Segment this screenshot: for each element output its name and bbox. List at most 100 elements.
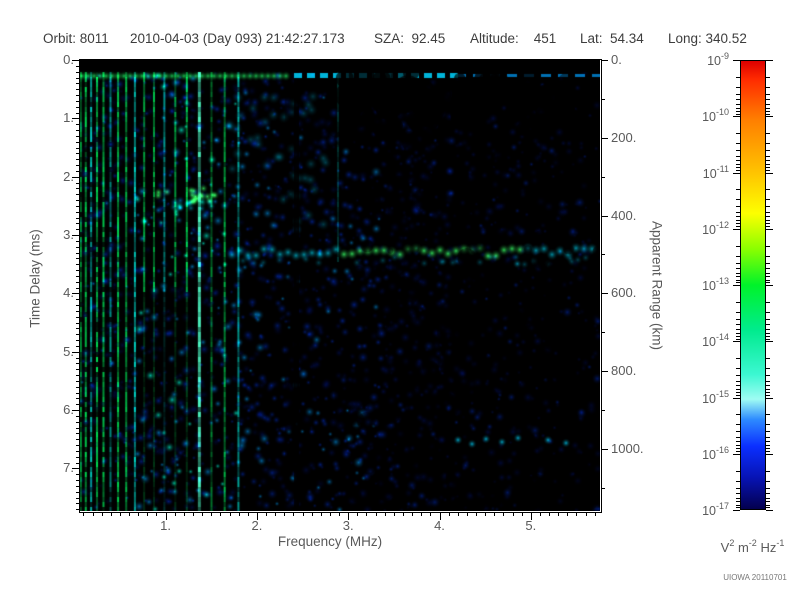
colorbar-tick: [766, 169, 770, 171]
colorbar-tick: [766, 268, 770, 270]
axis-tick: [558, 512, 560, 516]
axis-tick: [601, 176, 605, 178]
axis-tick: [76, 462, 80, 464]
colorbar-tick: [766, 116, 773, 118]
colorbar-tick: [766, 332, 770, 334]
axis-tick: [76, 363, 80, 365]
colorbar-tick: [736, 358, 740, 360]
colorbar-label-10e-15: 10-15: [702, 388, 729, 406]
colorbar-tick: [736, 431, 740, 433]
axis-tick: [76, 83, 80, 85]
colorbar-tick: [736, 394, 740, 396]
axis-tick: [76, 159, 80, 161]
colorbar-tick: [733, 228, 740, 230]
axis-tick: [76, 287, 80, 289]
colorbar-tick: [766, 133, 770, 135]
axis-tick: [156, 512, 158, 516]
colorbar-tick: [766, 335, 770, 337]
tick-label-freq-3: 3.: [342, 518, 354, 533]
axis-tick: [238, 512, 240, 516]
colorbar-tick: [736, 480, 740, 482]
colorbar-tick: [766, 501, 770, 503]
axis-tick: [76, 456, 80, 458]
axis-tick: [76, 386, 80, 388]
tick-label-tdelay-4: 4.: [63, 285, 74, 301]
axis-tick: [76, 305, 80, 307]
axis-tick: [348, 512, 350, 520]
colorbar-tick: [766, 324, 770, 326]
colorbar-tick: [736, 93, 740, 95]
axis-tick: [601, 448, 608, 450]
colorbar-tick: [766, 441, 770, 443]
axis-tick: [72, 176, 80, 178]
colorbar-tick: [736, 163, 740, 165]
axis-tick: [76, 398, 80, 400]
axis-tick: [384, 512, 386, 516]
axis-tick: [494, 512, 496, 516]
axis-tick: [421, 512, 423, 516]
colorbar-tick: [736, 332, 740, 334]
colorbar-tick: [733, 341, 740, 343]
axis-tick: [430, 512, 432, 516]
axis-tick: [76, 223, 80, 225]
axis-tick: [76, 258, 80, 260]
axis-tick: [476, 512, 478, 516]
colorbar-tick: [766, 497, 770, 499]
colorbar-label-10e-10: 10-10: [702, 107, 729, 125]
axis-tick: [366, 512, 368, 516]
colorbar-tick: [733, 116, 740, 118]
axis-tick: [567, 512, 569, 516]
axis-tick: [76, 369, 80, 371]
axis-tick: [76, 439, 80, 441]
colorbar-tick: [736, 216, 740, 218]
axis-tick: [549, 512, 551, 516]
colorbar-tick: [766, 113, 770, 115]
colorbar-tick: [736, 199, 740, 201]
colorbar-tick: [736, 76, 740, 78]
axis-tick: [76, 165, 80, 166]
axis-tick: [539, 512, 541, 516]
colorbar-tick: [766, 93, 770, 95]
tick-label-freq-2: 2.: [251, 518, 263, 533]
colorbar-label-10e-17: 10-17: [702, 501, 729, 518]
colorbar-tick: [736, 276, 740, 278]
axis-tick: [147, 512, 149, 516]
axis-tick: [211, 512, 213, 516]
colorbar-unit-label: V2 m-2 Hz-1: [720, 538, 785, 555]
axis-tick: [229, 512, 231, 516]
axis-tick: [266, 512, 268, 516]
axis-tick: [76, 445, 80, 447]
axis-tick: [72, 60, 80, 61]
axis-tick: [72, 410, 80, 412]
axis-tick: [601, 254, 605, 256]
tick-label-freq-1: 1.: [160, 518, 172, 533]
spectrogram-canvas: [80, 60, 600, 511]
colorbar-tick: [766, 211, 770, 213]
colorbar-tick: [736, 470, 740, 472]
colorbar-tick: [736, 375, 740, 377]
colorbar-tick: [766, 311, 770, 313]
axis-tick: [76, 404, 80, 406]
colorbar-tick: [736, 445, 740, 447]
axis-tick: [439, 512, 441, 520]
axis-tick: [448, 512, 450, 516]
colorbar-tick: [766, 493, 770, 495]
colorbar-tick: [766, 226, 770, 228]
axis-tick: [76, 252, 80, 254]
colorbar-tick: [736, 380, 740, 382]
colorbar-tick: [736, 414, 740, 416]
axis-tick: [76, 182, 80, 184]
colorbar-tick: [766, 504, 770, 506]
colorbar-tick: [766, 470, 770, 472]
colorbar-tick: [766, 279, 770, 281]
colorbar-tick: [736, 272, 740, 274]
axis-tick: [192, 512, 194, 516]
axis-tick: [76, 89, 80, 91]
axis-tick: [601, 215, 608, 217]
colorbar-tick: [766, 480, 770, 482]
colorbar-tick: [766, 103, 770, 105]
colorbar-tick: [736, 385, 740, 387]
axis-tick: [76, 433, 80, 435]
axis-tick: [247, 512, 249, 516]
colorbar-tick: [736, 282, 740, 284]
